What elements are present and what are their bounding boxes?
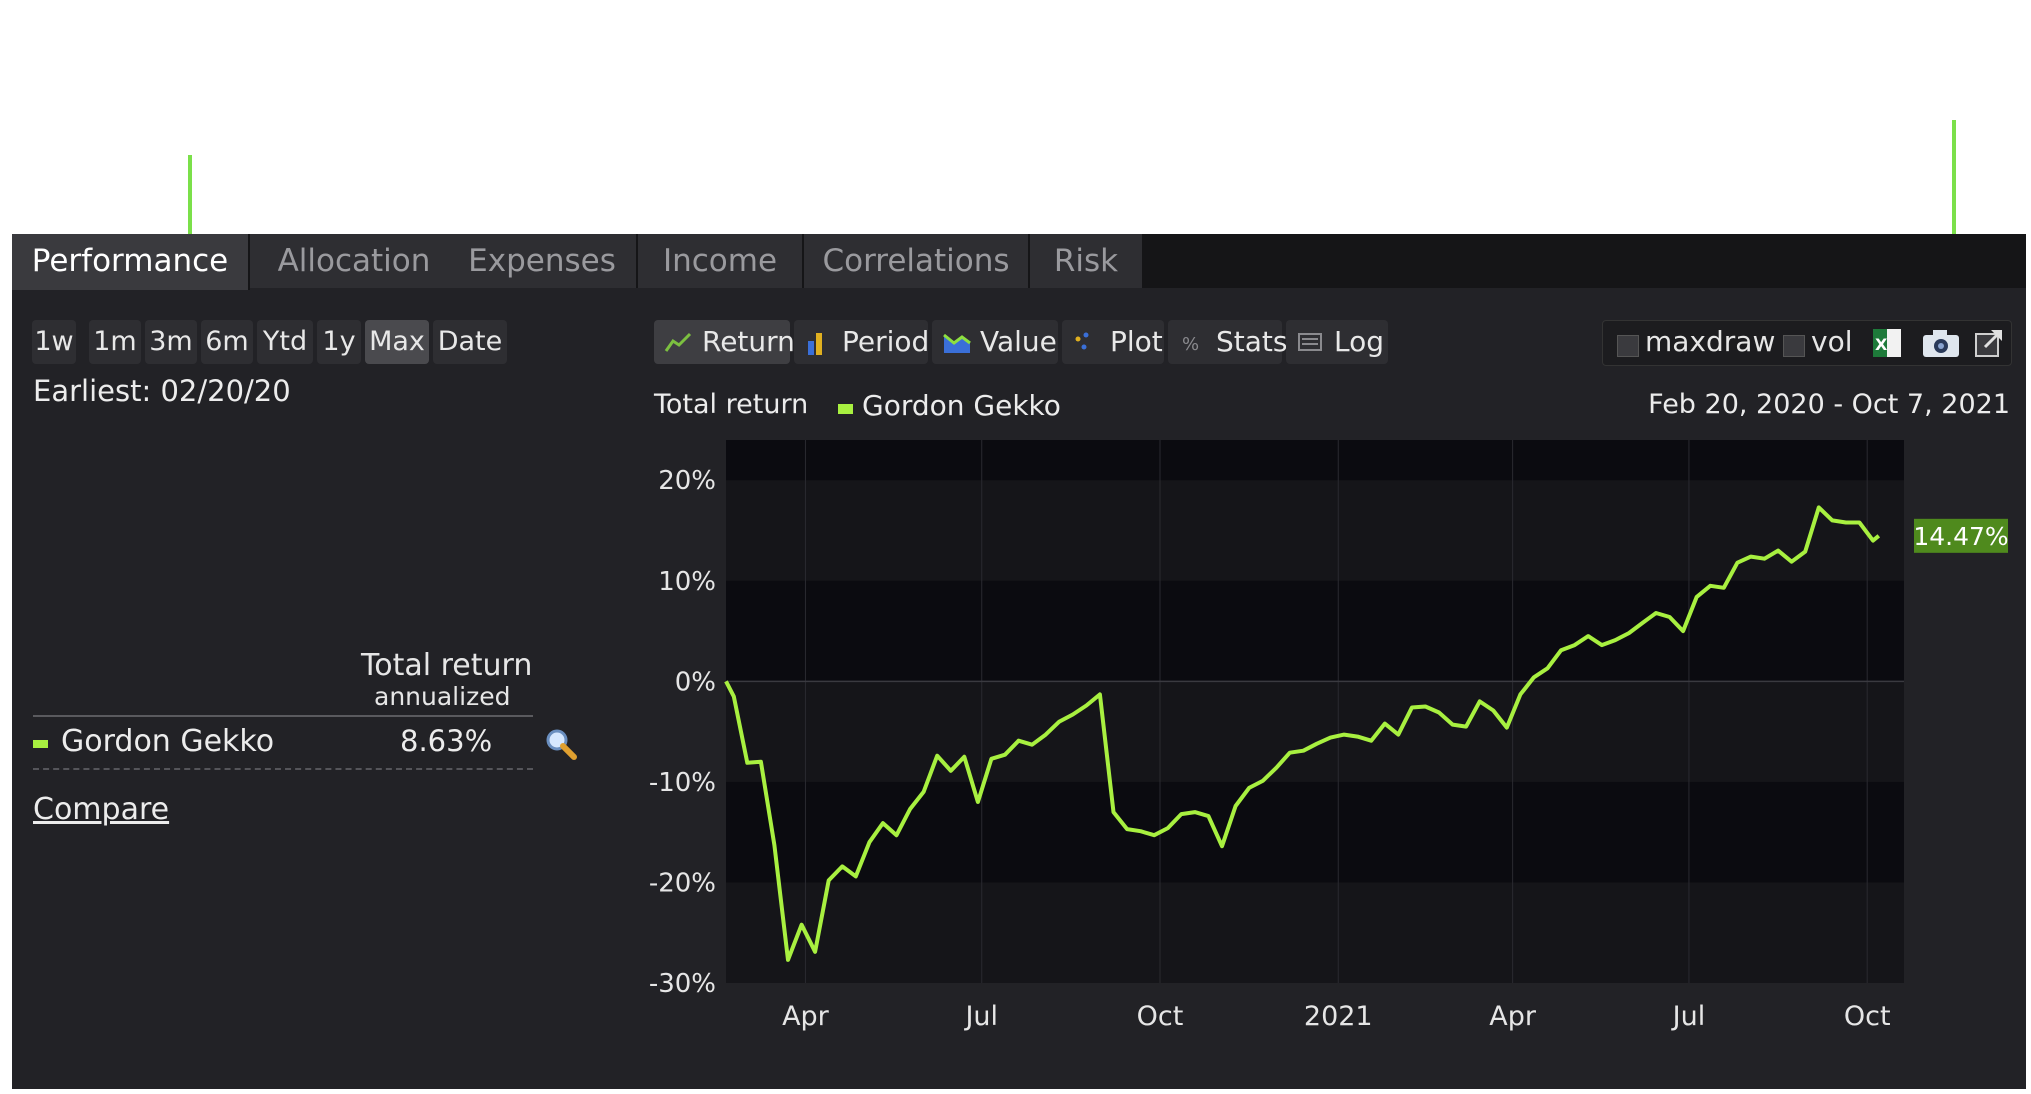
date-range: Feb 20, 2020 - Oct 7, 2021 [1648,389,2010,420]
svg-text:%: % [1182,334,1199,353]
tab-bar: Performance Allocation Expenses Income C… [12,234,2026,290]
legend-label[interactable]: Gordon Gekko [862,389,1061,422]
tab-correlations[interactable]: Correlations [804,234,1030,288]
view-stats-label: Stats [1216,325,1288,358]
view-period-button[interactable]: Period [794,320,930,364]
range-3m-button[interactable]: 3m [145,320,197,364]
x-tick-label: 2021 [1304,1001,1373,1032]
table-row-value: 8.63% [400,724,493,758]
percent-icon: % [1182,334,1199,353]
tab-allocation[interactable]: Allocation [250,234,460,288]
compare-link[interactable]: Compare [33,792,170,827]
camera-icon[interactable] [1921,327,1961,359]
x-tick-label: Jul [963,1001,998,1032]
excel-icon[interactable]: X [1871,327,1903,359]
view-period-label: Period [842,325,930,358]
scatter-icon [1075,332,1089,350]
y-tick-label: -10% [649,768,716,798]
view-plot-button[interactable]: Plot [1062,320,1164,364]
line-chart-icon [664,332,692,352]
tab-risk[interactable]: Risk [1030,234,1144,288]
y-tick-label: -20% [649,868,716,898]
earliest-date: Earliest: 02/20/20 [33,374,291,408]
legend-swatch [838,404,853,414]
plot-band [726,480,1904,581]
plot-band [726,681,1904,782]
end-value-badge [1914,518,2008,553]
plot-band [726,882,1904,983]
maxdraw-label: maxdraw [1645,325,1776,358]
range-6m-button[interactable]: 6m [201,320,253,364]
series-line-gordon-gekko [724,505,1881,962]
y-tick-label: 0% [675,667,716,697]
external-link-icon[interactable] [1973,327,2005,359]
vol-label: vol [1811,325,1853,358]
bar-chart-icon [808,333,822,355]
tab-performance[interactable]: Performance [12,234,250,290]
x-tick-label: Apr [782,1001,830,1032]
range-max-button[interactable]: Max [365,320,429,364]
view-log-button[interactable]: Log [1286,320,1388,364]
magnifier-icon[interactable] [544,727,578,761]
range-ytd-button[interactable]: Ytd [257,320,313,364]
area-chart-icon [943,333,971,353]
return-chart: Apr Jul Oct 2021 Apr Jul Oct 20% 10% 0% -10% -20% -3… [649,440,2009,1032]
range-1w-button[interactable]: 1w [32,320,76,364]
list-icon [1298,333,1322,351]
chart-title: Total return [654,389,809,420]
range-date-button[interactable]: Date [433,320,507,364]
x-tick-label: Apr [1489,1001,1537,1032]
table-row-name: Gordon Gekko [61,724,275,759]
view-return-label: Return [702,325,795,358]
table-row-rule [33,768,533,770]
range-1y-button[interactable]: 1y [317,320,361,364]
view-value-label: Value [980,325,1057,358]
view-stats-button[interactable]: % Stats [1168,320,1287,364]
x-tick-label: Oct [1844,1001,1891,1032]
table-subheader: annualized [374,682,511,711]
options-toolbar: maxdraw vol X [1602,320,2012,366]
y-tick-label: 20% [658,466,716,496]
vol-checkbox[interactable] [1783,335,1805,357]
series-swatch [33,740,48,748]
view-plot-label: Plot [1110,325,1163,358]
view-log-label: Log [1334,325,1385,358]
x-tick-label: Jul [1671,1001,1706,1032]
range-1m-button[interactable]: 1m [89,320,141,364]
table-header-rule [33,715,533,717]
svg-text:X: X [1875,335,1888,354]
maxdraw-checkbox[interactable] [1617,335,1639,357]
table-header: Total return [361,648,533,683]
tab-expenses[interactable]: Expenses [448,234,638,288]
view-return-button[interactable]: Return [654,320,795,364]
view-value-button[interactable]: Value [932,320,1058,364]
x-tick-label: Oct [1137,1001,1184,1032]
y-tick-label: 10% [658,567,716,597]
tab-income[interactable]: Income [638,234,804,288]
end-value-label: 14.47% [1913,522,2008,551]
y-tick-label: -30% [649,969,716,999]
